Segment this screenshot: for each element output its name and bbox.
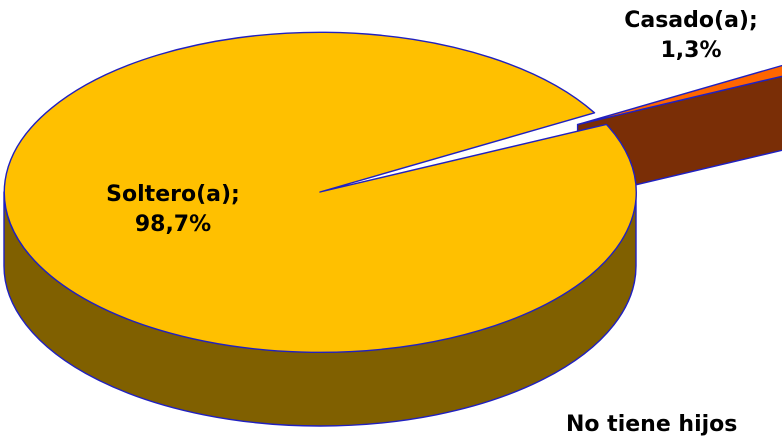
- data-label-casado: Casado(a); 1,3%: [616, 6, 766, 66]
- next-chart-title-clipped: No tiene hijos: [566, 412, 738, 437]
- data-label-soltero-value: 98,7%: [134, 212, 212, 237]
- pie-slice-soltero: [3, 31, 637, 353]
- data-label-soltero: Soltero(a); 98,7%: [88, 180, 258, 240]
- pie-slice-casado: [576, 64, 782, 126]
- data-label-casado-name: Casado(a);: [624, 8, 758, 33]
- data-label-soltero-name: Soltero(a);: [106, 182, 240, 207]
- data-label-casado-value: 1,3%: [660, 38, 722, 63]
